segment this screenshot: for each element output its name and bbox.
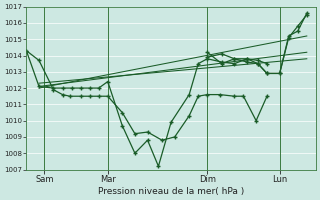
X-axis label: Pression niveau de la mer( hPa ): Pression niveau de la mer( hPa ) <box>98 187 244 196</box>
